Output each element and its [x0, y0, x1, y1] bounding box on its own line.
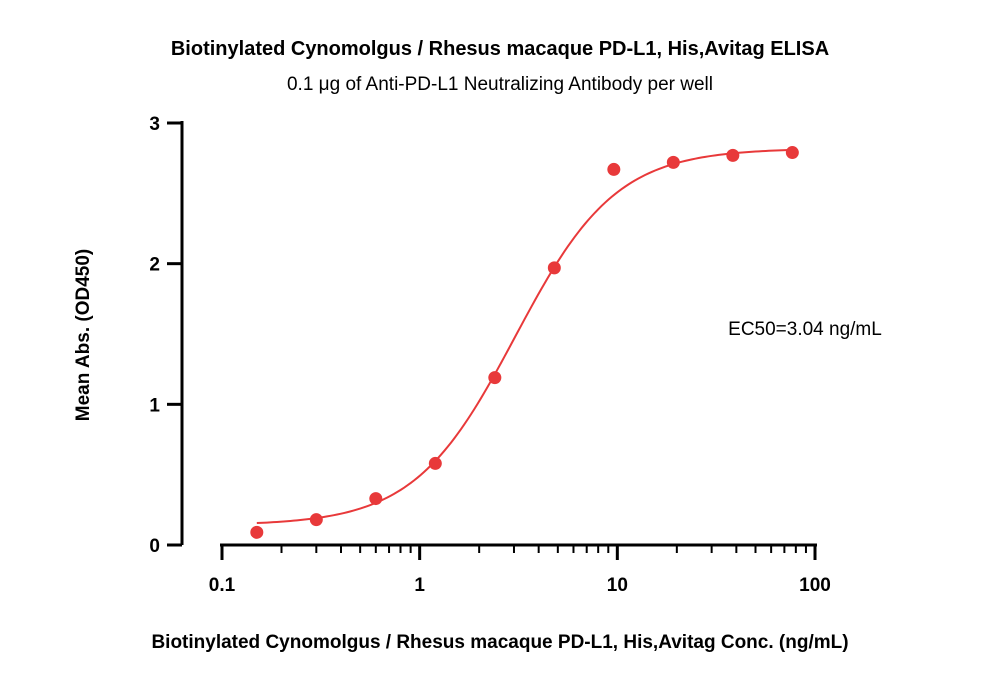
data-point [547, 261, 561, 275]
chart-subtitle: 0.1 μg of Anti-PD-L1 Neutralizing Antibo… [287, 74, 713, 95]
data-point [666, 155, 680, 169]
data-point [607, 162, 621, 176]
data-points [250, 146, 799, 539]
x-tick-label: 0.1 [209, 575, 236, 596]
data-point [726, 148, 740, 162]
y-tick-label: 0 [149, 536, 160, 557]
data-point [785, 146, 799, 160]
fit-curve-group [256, 148, 793, 525]
data-point [250, 525, 264, 539]
data-point [488, 371, 502, 385]
x-axis-ticks: 0.1 1 10 100 [209, 545, 831, 596]
chart-title: Biotinylated Cynomolgus / Rhesus macaque… [171, 38, 829, 60]
x-tick-label: 1 [414, 575, 425, 596]
y-tick-label: 2 [149, 255, 160, 276]
y-tick-label: 3 [149, 114, 160, 135]
x-axis-label: Biotinylated Cynomolgus / Rhesus macaque… [151, 632, 848, 653]
ec50-annotation: EC50=3.04 ng/mL [728, 319, 882, 340]
y-axis-ticks: 0 1 2 3 [149, 114, 182, 557]
axes [180, 121, 817, 547]
data-point [369, 492, 383, 506]
data-point [428, 456, 442, 470]
y-axis-label: Mean Abs. (OD450) [73, 249, 94, 421]
fit-curve [256, 148, 793, 525]
x-tick-label: 10 [607, 575, 628, 596]
data-point [309, 513, 323, 527]
y-tick-label: 1 [149, 395, 160, 416]
x-tick-label: 100 [799, 575, 831, 596]
